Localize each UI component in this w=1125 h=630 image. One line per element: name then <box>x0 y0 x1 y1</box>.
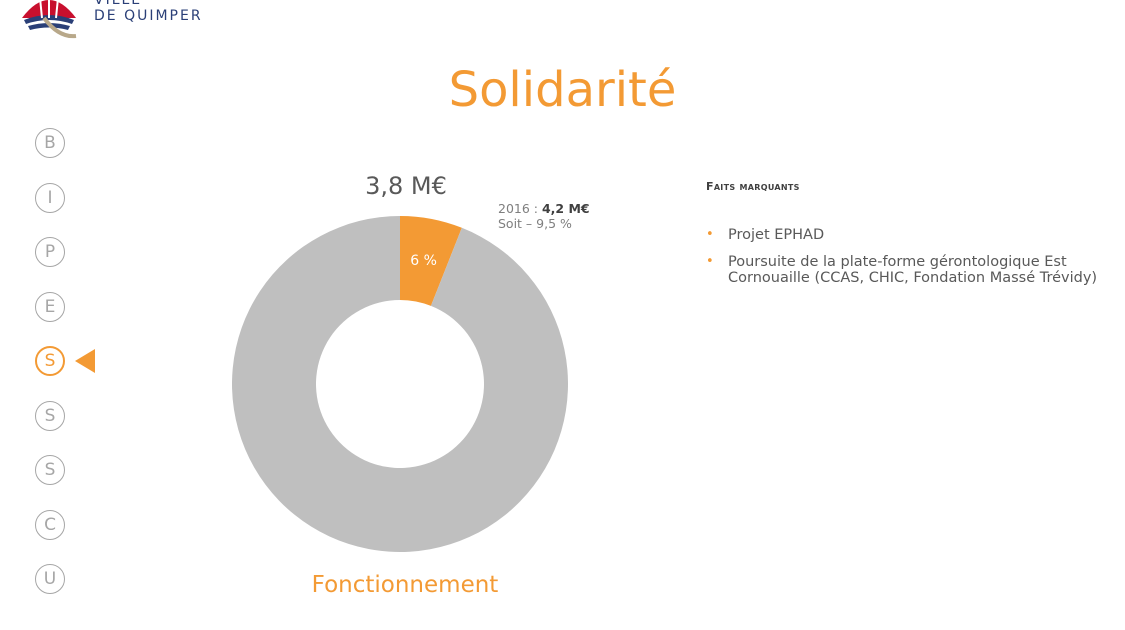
chart-annotation: 2016 : 4,2 M€ Soit – 9,5 % <box>498 201 590 231</box>
page-title: Solidarité <box>0 62 1125 118</box>
annotation-change: Soit – 9,5 % <box>498 216 572 231</box>
donut-chart: 6 % <box>231 216 568 552</box>
nav-item-6[interactable]: S <box>35 455 65 485</box>
logo-line-2: DE QUIMPER <box>94 8 203 24</box>
fact-item: • Projet EPHAD <box>706 227 1106 243</box>
nav-item-letter: B <box>35 128 65 158</box>
nav-item-2[interactable]: P <box>35 237 65 267</box>
city-crest-icon <box>22 0 77 39</box>
nav-item-letter: E <box>35 291 65 322</box>
nav-item-letter: C <box>35 509 65 540</box>
nav-item-3[interactable]: E <box>35 291 65 322</box>
facts-list: • Projet EPHAD • Poursuite de la plate-form… <box>706 227 1106 286</box>
nav-item-7[interactable]: C <box>35 509 65 540</box>
nav-item-0[interactable]: B <box>35 128 65 158</box>
fact-text: Projet EPHAD <box>728 227 825 243</box>
page-title-text: Solidarité <box>448 62 677 118</box>
facts-title: Faits marquants <box>706 180 800 193</box>
nav-item-4[interactable]: S <box>35 346 95 376</box>
nav-item-letter: S <box>35 400 65 431</box>
annotation-amount: 4,2 M€ <box>541 201 590 216</box>
city-logo: VILLE DE QUIMPER <box>14 0 234 40</box>
bullet-icon: • <box>706 254 714 269</box>
donut-slice-0 <box>400 216 462 306</box>
nav-item-1[interactable]: I <box>35 182 65 213</box>
nav-item-5[interactable]: S <box>35 400 65 431</box>
chart-category-label: Fonctionnement <box>311 572 499 598</box>
nav-item-letter: S <box>35 346 65 376</box>
annotation-year: 2016 : <box>498 201 542 216</box>
nav-item-letter: I <box>35 182 65 213</box>
nav-item-letter: S <box>35 455 65 485</box>
donut-slice-1 <box>231 216 568 552</box>
nav-item-letter: P <box>35 237 65 267</box>
nav-item-8[interactable]: U <box>35 564 65 594</box>
fact-item: • Poursuite de la plate-forme gérontologi… <box>706 254 1106 286</box>
nav-item-letter: U <box>35 564 65 594</box>
slice-data-label: 6 % <box>410 253 437 269</box>
chart-total: 3,8 M€ <box>365 172 447 200</box>
logo-line-1: VILLE <box>94 0 143 8</box>
active-arrow-icon <box>75 349 95 373</box>
facts-panel: Faits marquants • Projet EPHAD • Poursuite … <box>706 180 1106 297</box>
bullet-icon: • <box>706 227 714 242</box>
logo-text: VILLE DE QUIMPER <box>94 0 203 24</box>
fact-text: Poursuite de la plate-forme gérontologiq… <box>728 254 1098 286</box>
